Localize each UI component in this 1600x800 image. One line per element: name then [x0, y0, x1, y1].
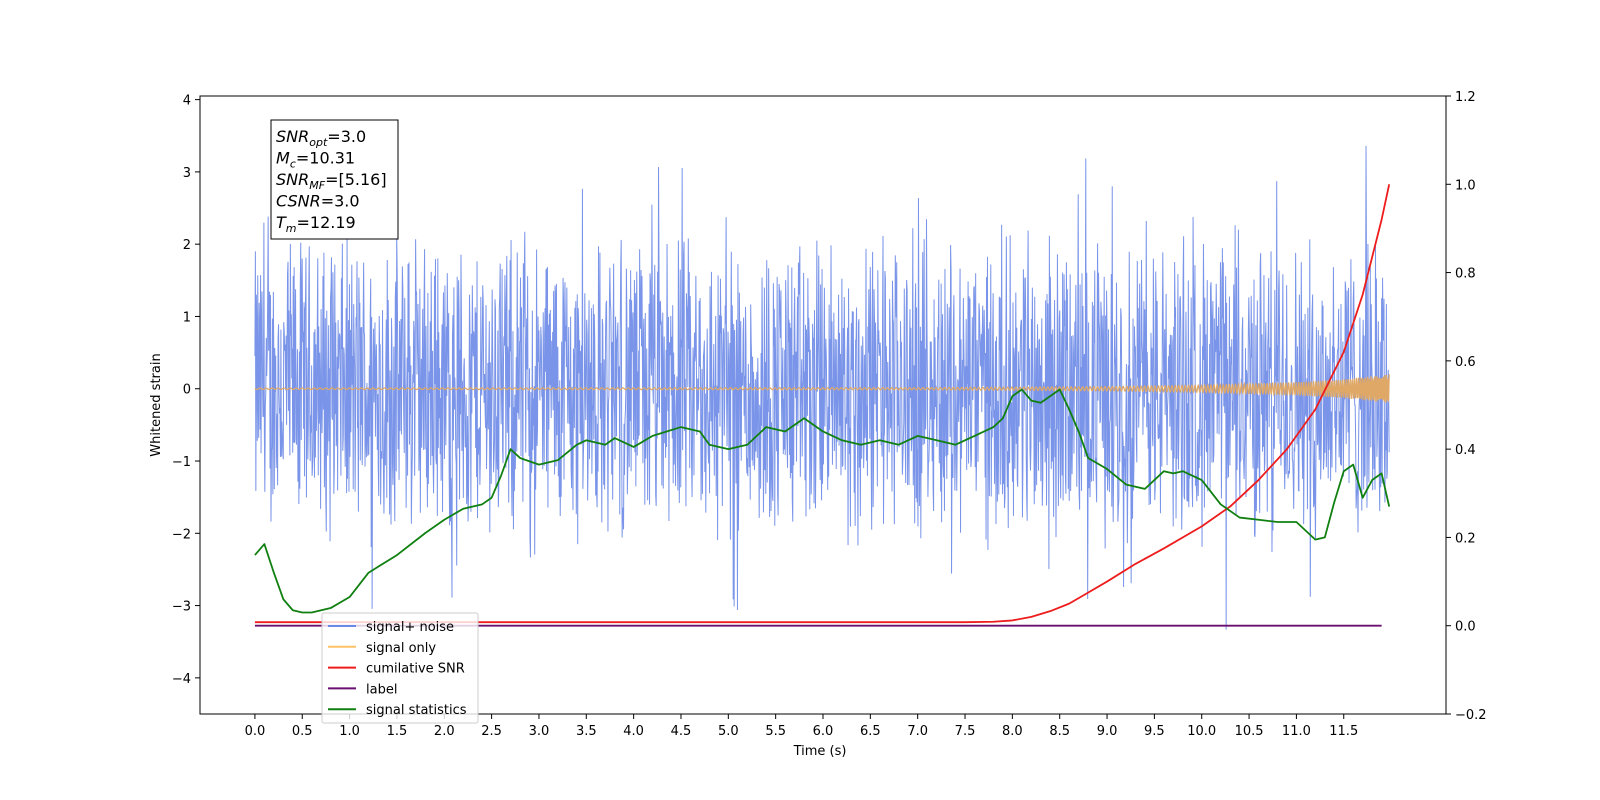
legend-label: signal+ noise — [366, 620, 454, 635]
x-tick-label: 0.5 — [292, 724, 313, 739]
y-right-tick-label: −0.2 — [1455, 708, 1487, 723]
x-tick-label: 7.5 — [955, 724, 976, 739]
y-axis-left: 4 3 2 1 0 −1 −2 −3 −4 — [172, 94, 200, 687]
x-tick-label: 11.5 — [1329, 724, 1358, 739]
info-line: Mc=10.31 — [276, 149, 355, 171]
y-tick-label: 2 — [183, 238, 191, 253]
x-tick-label: 1.0 — [339, 724, 360, 739]
x-axis: 0.0 0.5 1.0 1.5 2.0 2.5 3.0 3.5 4.0 4.5 5.0 5.5 6.0 6… — [245, 714, 1358, 739]
x-tick-label: 5.5 — [765, 724, 786, 739]
info-line: SNRMF=[5.16] — [276, 170, 387, 192]
x-tick-label: 11.0 — [1282, 724, 1311, 739]
y-tick-label: 1 — [183, 310, 191, 325]
info-line: CSNR=3.0 — [276, 192, 360, 211]
y-right-tick-label: 0.6 — [1455, 355, 1476, 370]
legend: signal+ noise signal only cumilative SNR la… — [321, 612, 479, 724]
x-tick-label: 6.0 — [813, 724, 834, 739]
y-tick-label: −4 — [172, 672, 191, 687]
x-tick-label: 9.0 — [1097, 724, 1118, 739]
y-right-tick-label: 0.0 — [1455, 620, 1476, 635]
x-tick-label: 10.0 — [1187, 724, 1216, 739]
x-tick-label: 8.5 — [1049, 724, 1070, 739]
y-tick-label: −3 — [172, 600, 191, 615]
legend-label: cumilative SNR — [366, 662, 465, 677]
info-line: SNRopt=3.0 — [276, 127, 366, 149]
x-tick-label: 6.5 — [860, 724, 881, 739]
x-tick-label: 4.0 — [623, 724, 644, 739]
y-tick-label: 0 — [183, 383, 191, 398]
x-axis-label: Time (s) — [793, 744, 847, 759]
y-right-tick-label: 0.8 — [1455, 267, 1476, 282]
x-tick-label: 8.0 — [1002, 724, 1023, 739]
y-right-tick-label: 1.2 — [1455, 90, 1476, 105]
x-tick-label: 3.5 — [576, 724, 597, 739]
y-axis-right: 1.2 1.0 0.8 0.6 0.4 0.2 0.0 −0.2 — [1446, 90, 1487, 723]
legend-label: signal statistics — [366, 703, 467, 718]
y-tick-label: −1 — [172, 455, 191, 470]
info-line: Tm=12.19 — [276, 213, 356, 235]
x-tick-label: 0.0 — [245, 724, 266, 739]
x-tick-label: 10.5 — [1235, 724, 1264, 739]
x-tick-label: 2.0 — [434, 724, 455, 739]
legend-label: signal only — [366, 641, 436, 656]
x-tick-label: 9.5 — [1144, 724, 1165, 739]
series-signal-statistics — [254, 388, 1391, 614]
y-right-tick-label: 1.0 — [1455, 178, 1476, 193]
x-tick-label: 2.5 — [481, 724, 502, 739]
x-tick-label: 4.5 — [671, 724, 692, 739]
series-signal-only — [254, 374, 1390, 403]
x-tick-label: 5.0 — [718, 724, 739, 739]
x-tick-label: 3.0 — [529, 724, 550, 739]
y-tick-label: −2 — [172, 527, 191, 542]
y-right-tick-label: 0.4 — [1455, 443, 1476, 458]
x-tick-label: 7.0 — [907, 724, 928, 739]
y-tick-label: 3 — [183, 166, 191, 181]
y-right-tick-label: 0.2 — [1455, 531, 1476, 546]
y-axis-label: Whitened strain — [149, 353, 164, 456]
series-cumilative-snr — [254, 184, 1391, 624]
legend-label: label — [366, 682, 397, 697]
x-tick-label: 1.5 — [387, 724, 408, 739]
y-tick-label: 4 — [183, 94, 191, 109]
series-signal-plus-noise — [254, 145, 1390, 630]
